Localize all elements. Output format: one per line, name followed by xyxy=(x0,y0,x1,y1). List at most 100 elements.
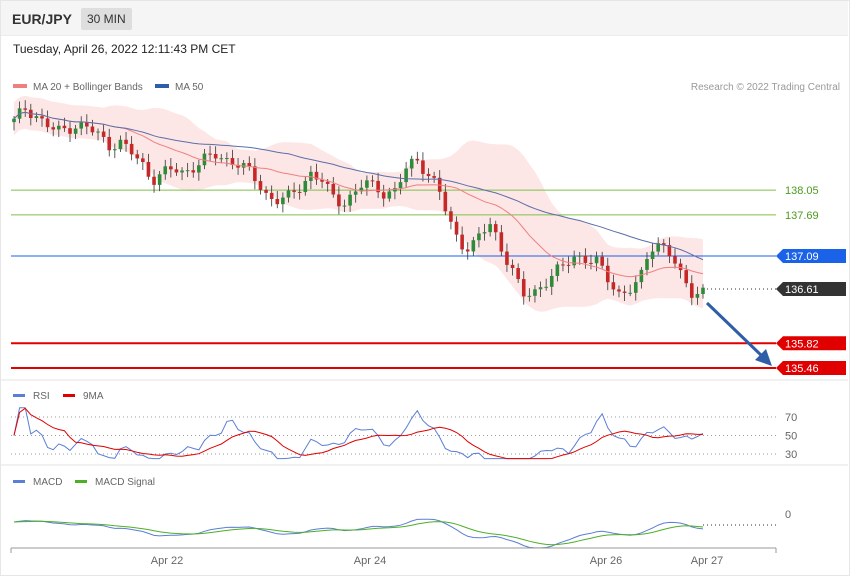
candle-body xyxy=(370,180,375,182)
candle-body xyxy=(141,158,145,162)
candle-body xyxy=(376,180,380,193)
candle-body xyxy=(152,176,156,185)
candle-body xyxy=(695,294,700,298)
candle-body xyxy=(62,125,67,129)
candle-body xyxy=(661,243,666,246)
candle-body xyxy=(225,158,229,160)
candle-body xyxy=(538,287,543,290)
candle-body xyxy=(45,118,50,128)
candle-body xyxy=(577,255,582,257)
legend-swatch xyxy=(63,394,75,397)
candle-body xyxy=(381,192,386,199)
candle-body xyxy=(107,136,112,151)
candle-body xyxy=(331,183,336,195)
candle-body xyxy=(247,163,252,167)
candle-body xyxy=(650,251,655,260)
bollinger-bands xyxy=(14,95,703,312)
candle-body xyxy=(415,158,420,161)
candles xyxy=(12,100,705,306)
candle-body xyxy=(656,243,660,252)
candle-body xyxy=(398,182,403,189)
candle-body xyxy=(297,191,302,193)
candle-body xyxy=(594,256,599,264)
macd-line xyxy=(13,518,704,549)
x-tick-label: Apr 26 xyxy=(590,555,622,567)
candle-body xyxy=(51,127,56,130)
candle-body xyxy=(533,289,537,296)
candle-body xyxy=(281,197,285,205)
candle-body xyxy=(572,256,576,266)
candle-body xyxy=(600,256,604,266)
level-label: 135.82 xyxy=(785,338,819,350)
rsi-tick-label: 50 xyxy=(785,431,797,443)
macd-signal-line xyxy=(13,520,704,546)
legend-label: RSI xyxy=(33,391,50,402)
candle-body xyxy=(191,170,196,173)
candle-body xyxy=(365,180,369,188)
candle-body xyxy=(701,287,705,295)
level-label: 138.05 xyxy=(785,185,819,197)
ma20-line xyxy=(13,111,704,278)
candle-body xyxy=(325,181,330,184)
candle-body xyxy=(454,221,459,235)
candle-body xyxy=(561,264,565,266)
candle-body xyxy=(516,268,520,280)
candle-body xyxy=(359,187,364,192)
candle-body xyxy=(684,270,688,284)
candle-body xyxy=(477,233,481,241)
candle-body xyxy=(387,191,392,199)
legend-label: MA 50 xyxy=(175,82,204,93)
candle-body xyxy=(57,125,61,130)
candle-body xyxy=(219,158,224,160)
candle-body xyxy=(180,170,184,173)
candle-body xyxy=(208,153,212,155)
candle-body xyxy=(555,264,560,276)
legend-swatch xyxy=(13,480,25,483)
ma50-line xyxy=(13,111,704,261)
candle-body xyxy=(169,166,173,170)
level-tag xyxy=(776,361,846,375)
candle-body xyxy=(337,194,341,207)
candle-body xyxy=(544,286,548,288)
candle-body xyxy=(253,166,257,182)
x-tick-label: Apr 22 xyxy=(151,555,183,567)
level-tag xyxy=(776,336,846,351)
candle-body xyxy=(583,255,588,263)
candle-body xyxy=(118,139,123,150)
candle-body xyxy=(505,251,509,265)
candle-body xyxy=(667,245,672,257)
candle-body xyxy=(589,262,593,264)
rsi-tick-label: 30 xyxy=(785,449,797,461)
datetime-label: Tuesday, April 26, 2022 12:11:43 PM CET xyxy=(13,42,236,56)
top-bar: EUR/JPY 30 MIN xyxy=(1,1,848,36)
candle-body xyxy=(101,131,106,137)
candle-body xyxy=(482,232,487,234)
candle-body xyxy=(163,166,168,175)
symbol-label: EUR/JPY xyxy=(12,11,72,27)
candle-body xyxy=(146,161,151,177)
legend-swatch xyxy=(75,480,87,483)
candle-body xyxy=(157,174,162,185)
legend-swatch xyxy=(13,84,27,88)
rsi-ma-line xyxy=(13,407,703,460)
legend-label: MA 20 + Bollinger Bands xyxy=(33,82,143,93)
level-tag xyxy=(776,249,846,264)
candle-body xyxy=(622,291,627,293)
forecast-arrow xyxy=(705,301,772,366)
candle-body xyxy=(566,264,571,266)
candle-body xyxy=(673,256,677,264)
candle-body xyxy=(129,143,134,155)
candle-body xyxy=(292,190,296,192)
candle-body xyxy=(79,122,84,129)
timeframe-button[interactable]: 30 MIN xyxy=(81,8,132,30)
candle-body xyxy=(85,122,89,127)
level-tag xyxy=(776,282,846,297)
candle-body xyxy=(353,191,358,195)
candle-body xyxy=(432,176,436,178)
candle-body xyxy=(230,158,235,165)
candle-body xyxy=(342,205,347,207)
macd-pane: MACD MACD Signal 0 xyxy=(13,477,791,549)
candle-body xyxy=(314,171,319,180)
legend-swatch xyxy=(155,84,169,88)
